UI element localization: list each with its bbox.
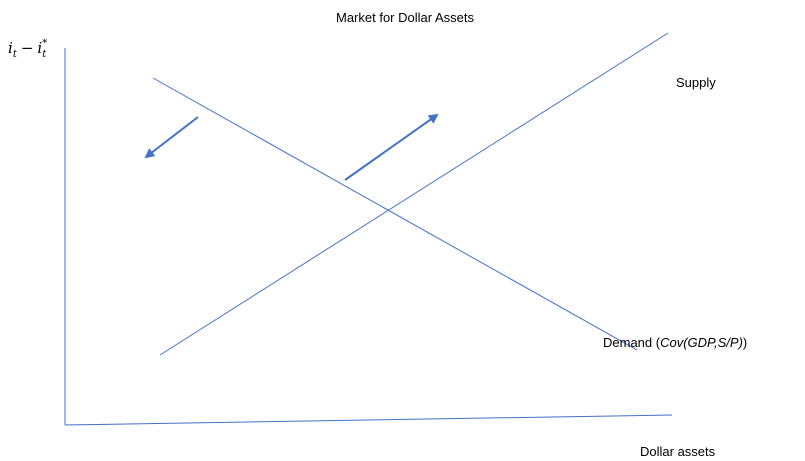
demand-label-part: Demand ( (603, 335, 661, 350)
demand-label: Demand (Cov(GDP,S/P)) (603, 335, 747, 350)
supply-curve (159, 32, 669, 356)
title: Market for Dollar Assets (336, 10, 474, 25)
x-axis (64, 414, 673, 426)
y-axis-label: it − it* (8, 38, 47, 60)
demand-curve (152, 77, 638, 351)
y-label-part: i (8, 39, 13, 57)
y-label-part: t (42, 49, 47, 60)
y-label-part: t (13, 49, 18, 60)
y-label-part: − (21, 39, 34, 57)
y-label-part: i (37, 39, 42, 57)
x-axis-label: Dollar assets (640, 444, 716, 459)
demand-label-part: Cov(GDP,S/P) (660, 335, 743, 350)
supply-label: Supply (676, 75, 716, 90)
demand-shift-arrow (144, 116, 199, 159)
demand-label-part: ) (743, 335, 747, 350)
supply-shift-arrow (344, 113, 439, 181)
y-label-part: * (42, 38, 47, 49)
